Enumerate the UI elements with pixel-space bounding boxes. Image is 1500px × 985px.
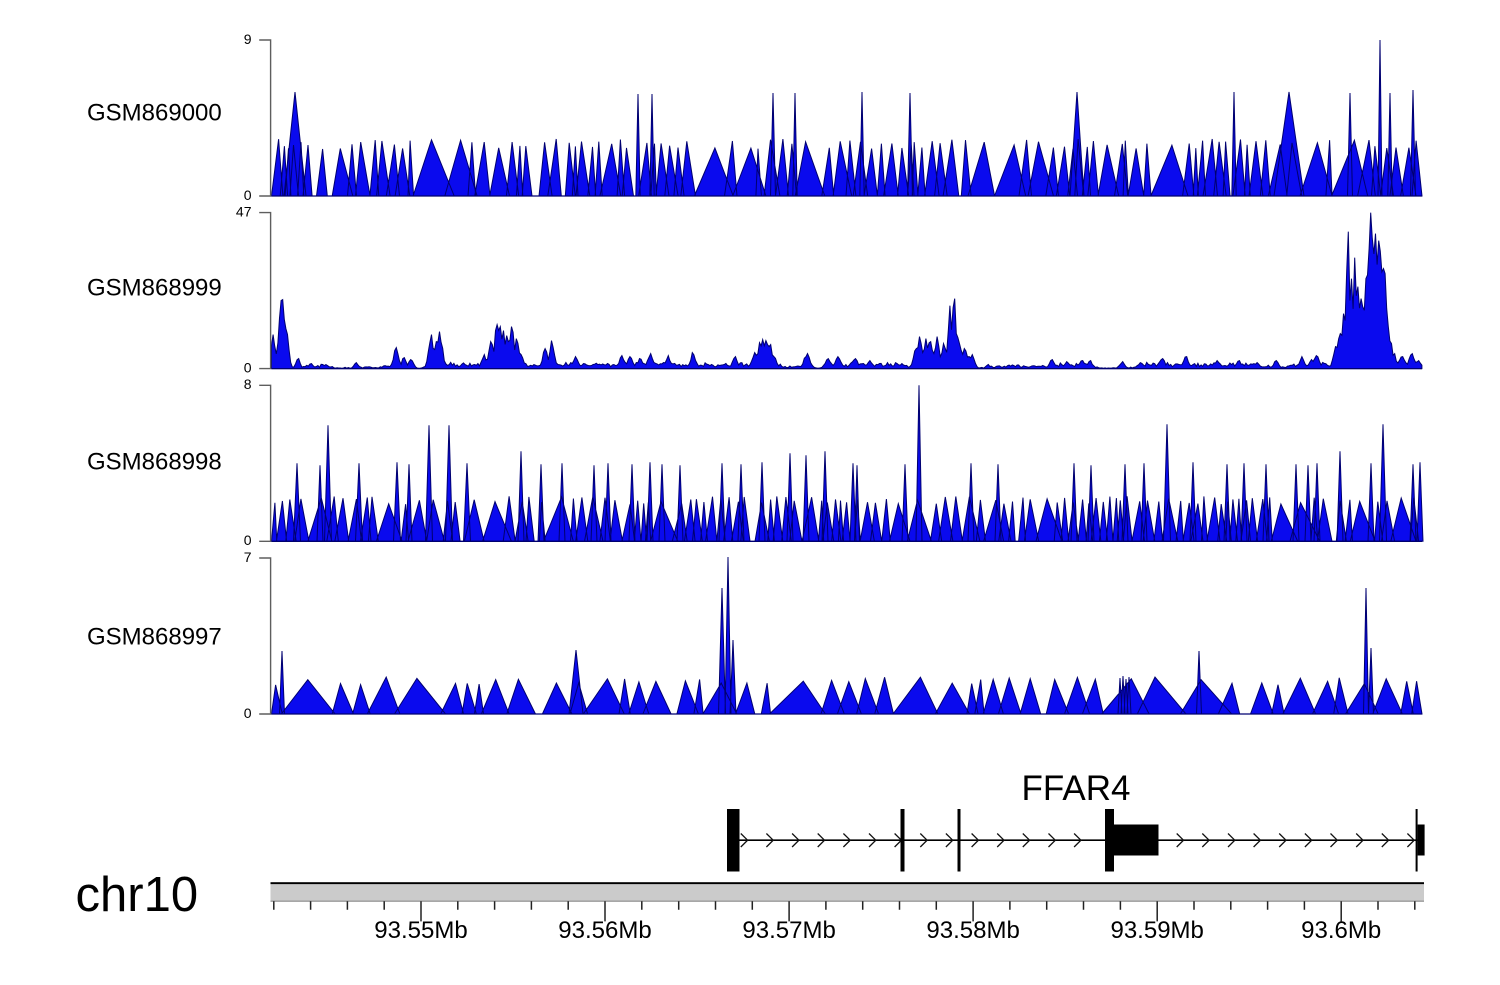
svg-text:9: 9	[244, 31, 252, 47]
svg-text:0: 0	[244, 705, 252, 721]
svg-text:0: 0	[244, 532, 252, 548]
svg-text:8: 8	[244, 376, 252, 392]
svg-text:0: 0	[244, 187, 252, 203]
svg-text:GSM868997: GSM868997	[87, 624, 222, 651]
svg-text:GSM868999: GSM868999	[87, 275, 222, 302]
svg-text:chr10: chr10	[76, 868, 199, 922]
svg-text:0: 0	[244, 359, 252, 375]
svg-text:93.6Mb: 93.6Mb	[1301, 917, 1381, 944]
svg-text:GSM868998: GSM868998	[87, 449, 222, 476]
svg-text:93.59Mb: 93.59Mb	[1110, 917, 1203, 944]
svg-text:93.58Mb: 93.58Mb	[926, 917, 1019, 944]
svg-text:7: 7	[244, 549, 252, 565]
svg-text:47: 47	[236, 203, 252, 219]
svg-text:FFAR4: FFAR4	[1022, 769, 1131, 808]
svg-text:GSM869000: GSM869000	[87, 100, 222, 127]
svg-text:93.56Mb: 93.56Mb	[558, 917, 651, 944]
svg-text:93.57Mb: 93.57Mb	[742, 917, 835, 944]
svg-text:93.55Mb: 93.55Mb	[374, 917, 467, 944]
